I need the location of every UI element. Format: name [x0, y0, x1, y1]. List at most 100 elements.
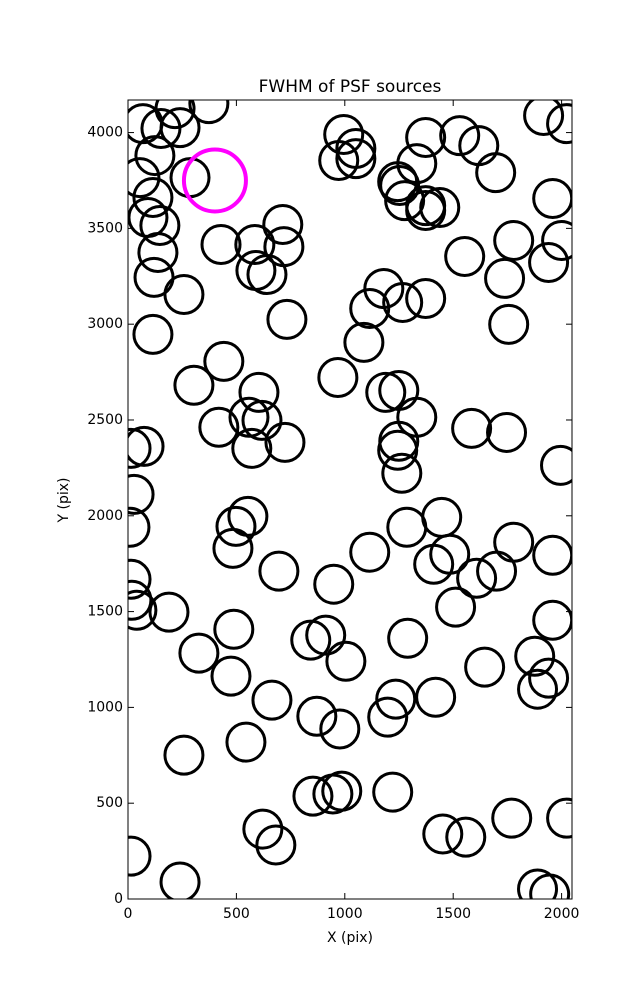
- source-circle: [128, 473, 155, 515]
- source-circle: [439, 115, 481, 157]
- source-circle: [541, 219, 572, 261]
- y-tick-label: 1000: [87, 699, 123, 715]
- source-circle: [523, 100, 565, 137]
- source-circle: [456, 557, 498, 599]
- source-circle: [200, 223, 242, 265]
- y-tick-label: 2500: [87, 412, 123, 428]
- source-circle: [132, 177, 174, 219]
- source-circle: [163, 734, 205, 776]
- source-circle: [234, 223, 276, 265]
- source-circle: [128, 835, 152, 877]
- source-circle: [484, 257, 526, 299]
- source-circle: [365, 371, 407, 413]
- source-circle: [262, 204, 304, 246]
- source-circle: [163, 273, 205, 315]
- x-axis-label: X (pix): [327, 930, 373, 946]
- source-circle: [212, 527, 254, 569]
- source-circle: [377, 429, 419, 471]
- source-circle: [128, 506, 151, 548]
- source-circle: [128, 157, 161, 199]
- source-circle: [335, 127, 377, 169]
- source-circle: [367, 696, 409, 738]
- y-tick-label: 0: [114, 891, 123, 907]
- source-circle: [546, 103, 572, 145]
- source-circle: [349, 287, 391, 329]
- source-circle: [210, 655, 252, 697]
- source-circle: [343, 321, 385, 363]
- x-tick-label: 1000: [327, 906, 363, 922]
- source-circle: [382, 282, 424, 324]
- source-circle: [128, 579, 153, 621]
- source-circle: [493, 521, 535, 563]
- source-circle: [384, 180, 426, 222]
- source-circle: [319, 708, 361, 750]
- source-circle: [251, 679, 293, 721]
- source-circle: [528, 241, 570, 283]
- source-circle: [419, 186, 461, 228]
- source-circle: [178, 632, 220, 674]
- axes-frame: [127, 99, 573, 900]
- source-circle: [413, 543, 455, 585]
- source-circle: [148, 591, 190, 633]
- source-circle: [335, 138, 377, 180]
- y-tick-label: 3000: [87, 316, 123, 332]
- y-tick-label: 2000: [87, 508, 123, 524]
- source-circle: [475, 152, 517, 194]
- source-circle: [375, 678, 417, 720]
- source-circle: [451, 407, 493, 449]
- source-circle: [215, 505, 257, 547]
- source-circle: [493, 219, 535, 261]
- source-circle: [228, 396, 270, 438]
- chart-title: FWHM of PSF sources: [259, 77, 442, 97]
- source-circle: [386, 506, 428, 548]
- source-circle: [173, 364, 215, 406]
- source-circle: [140, 108, 182, 150]
- source-circle: [323, 113, 365, 155]
- source-circle: [255, 824, 297, 866]
- source-circle: [540, 444, 572, 486]
- source-circle: [528, 657, 570, 699]
- y-tick-label: 1500: [87, 604, 123, 620]
- source-circle: [313, 563, 355, 605]
- source-circle: [415, 676, 457, 718]
- source-circle: [529, 873, 571, 899]
- source-circle: [159, 107, 201, 149]
- y-tick-label: 4000: [87, 125, 123, 141]
- source-circle: [128, 558, 152, 600]
- source-circle: [198, 406, 240, 448]
- source-circle: [128, 427, 152, 469]
- source-circle: [514, 635, 556, 677]
- x-tick-label: 500: [223, 906, 250, 922]
- x-tick-label: 0: [124, 906, 133, 922]
- source-circle: [203, 340, 245, 382]
- source-circle: [379, 164, 421, 206]
- source-circle: [154, 100, 196, 130]
- source-circle: [517, 868, 559, 899]
- source-circle: [159, 861, 201, 899]
- source-circle: [225, 721, 267, 763]
- source-circle: [317, 356, 359, 398]
- source-circle: [296, 695, 338, 737]
- y-axis-label: Y (pix): [56, 478, 72, 524]
- source-circle: [266, 298, 308, 340]
- source-circle: [128, 589, 158, 631]
- source-circle: [486, 411, 528, 453]
- source-circle: [290, 619, 332, 661]
- source-circle: [444, 236, 486, 278]
- source-circle: [241, 399, 283, 441]
- source-circle: [405, 190, 447, 232]
- source-circle: [242, 808, 284, 850]
- source-circle: [517, 668, 559, 710]
- source-circle: [292, 775, 334, 817]
- source-circle: [422, 813, 464, 855]
- source-circle: [435, 586, 477, 628]
- source-circle: [188, 100, 230, 125]
- y-tick-label: 500: [96, 795, 123, 811]
- source-circle: [137, 232, 179, 274]
- source-circle: [181, 147, 248, 214]
- source-circle: [321, 770, 363, 812]
- source-circle: [325, 640, 367, 682]
- source-circle: [128, 425, 165, 467]
